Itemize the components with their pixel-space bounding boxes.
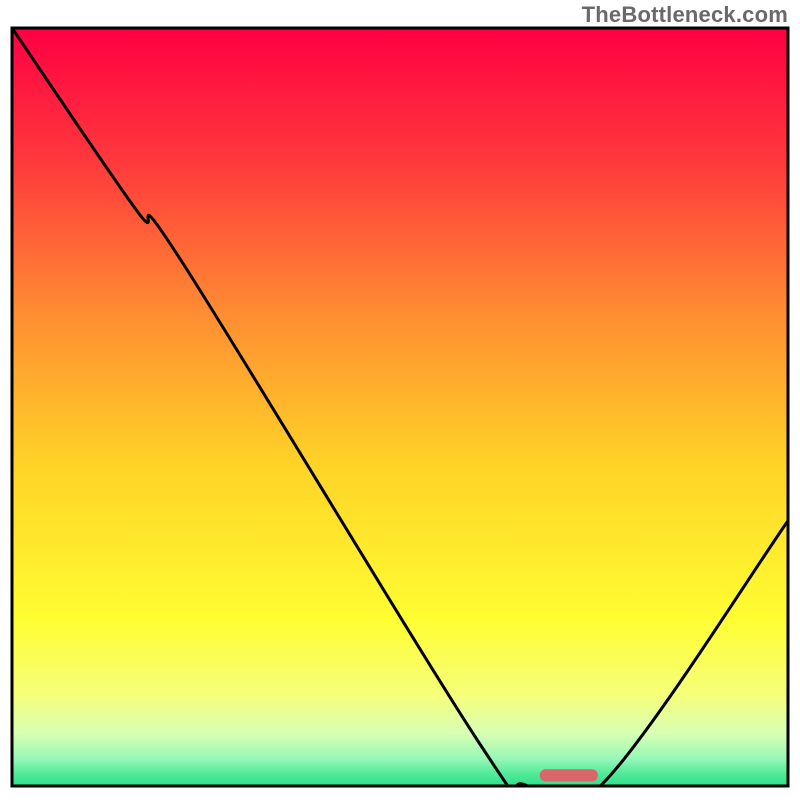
source-watermark: TheBottleneck.com xyxy=(582,4,788,26)
chart-canvas xyxy=(0,0,800,800)
optimal-range-marker xyxy=(540,769,598,781)
bottleneck-chart: TheBottleneck.com xyxy=(0,0,800,800)
plot-background xyxy=(12,28,788,786)
marker-layer xyxy=(540,769,598,781)
